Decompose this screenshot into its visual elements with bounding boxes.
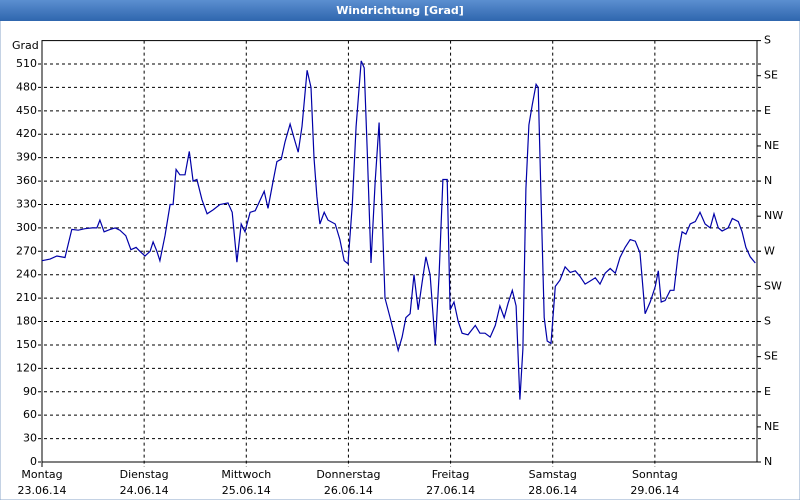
- y-tick-label: 180: [16, 315, 37, 328]
- y2-tick-label: E: [764, 104, 771, 117]
- x-tick-date: 26.06.14: [324, 484, 373, 497]
- y-tick-label: 0: [30, 455, 37, 468]
- x-tick-label: Sonntag: [632, 468, 678, 481]
- x-tick-date: 25.06.14: [222, 484, 271, 497]
- x-tick-label: Samstag: [529, 468, 577, 481]
- series-line: [41, 60, 756, 400]
- y2-tick-label: NW: [764, 209, 783, 222]
- y-tick-label: 210: [16, 291, 37, 304]
- x-tick-date: 27.06.14: [426, 484, 475, 497]
- y2-tick-label: SW: [764, 279, 782, 292]
- x-tick-label: Dienstag: [120, 468, 169, 481]
- x-tick-date: 24.06.14: [120, 484, 169, 497]
- y-axis-label: Grad: [12, 39, 39, 52]
- title-bar: [0, 0, 800, 21]
- y-tick-label: 150: [16, 338, 37, 351]
- y-tick-label: 420: [16, 127, 37, 140]
- y2-tick-label: SE: [764, 350, 778, 363]
- x-tick-label: Freitag: [432, 468, 470, 481]
- y-tick-label: 300: [16, 221, 37, 234]
- y-tick-label: 480: [16, 80, 37, 93]
- y-tick-label: 390: [16, 151, 37, 164]
- y-tick-label: 270: [16, 244, 37, 257]
- y-tick-label: 360: [16, 174, 37, 187]
- y-tick-label: 90: [23, 385, 37, 398]
- x-tick-label: Mittwoch: [221, 468, 271, 481]
- chart-title: Windrichtung [Grad]: [336, 4, 464, 17]
- y2-tick-label: N: [764, 455, 772, 468]
- y-tick-label: 330: [16, 197, 37, 210]
- y2-tick-label: S: [764, 34, 771, 47]
- y2-tick-label: S: [764, 315, 771, 328]
- y2-tick-label: W: [764, 244, 775, 257]
- y-tick-label: 450: [16, 104, 37, 117]
- x-tick-date: 29.06.14: [630, 484, 679, 497]
- y2-tick-label: NE: [764, 139, 779, 152]
- y-tick-label: 60: [23, 408, 37, 421]
- y-tick-label: 240: [16, 268, 37, 281]
- y-tick-label: 30: [23, 432, 37, 445]
- y2-tick-label: SE: [764, 69, 778, 82]
- y2-tick-label: E: [764, 385, 771, 398]
- x-tick-date: 23.06.14: [18, 484, 67, 497]
- x-tick-label: Donnerstag: [316, 468, 380, 481]
- y2-tick-label: NE: [764, 420, 779, 433]
- x-tick-date: 28.06.14: [528, 484, 577, 497]
- y2-tick-label: N: [764, 174, 772, 187]
- y-tick-label: 510: [16, 57, 37, 70]
- x-tick-label: Montag: [21, 468, 62, 481]
- y-tick-label: 120: [16, 361, 37, 374]
- plot-border: [41, 40, 758, 463]
